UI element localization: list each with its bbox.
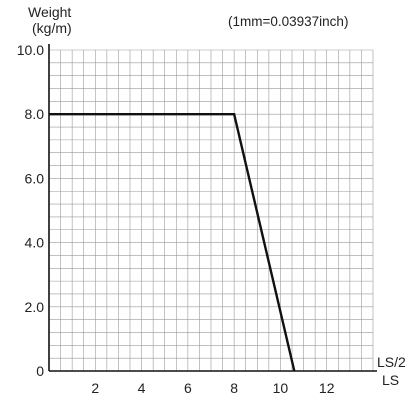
y-tick-label: 2.0 xyxy=(25,299,45,315)
y-tick-label: 0 xyxy=(36,363,44,379)
x-tick-label: 8 xyxy=(230,380,238,396)
series-layer xyxy=(49,112,296,372)
tick-labels: 2 4 6 8 10 12 0 2.0 4.0 6.0 8.0 10.0 xyxy=(17,42,335,396)
axes xyxy=(48,44,377,372)
grid xyxy=(48,49,374,372)
x-tick-label: 10 xyxy=(273,380,289,396)
x-tick-label: 4 xyxy=(138,380,146,396)
x-tick-label: 6 xyxy=(184,380,192,396)
weight-series-line xyxy=(49,112,296,372)
unit-note: (1mm=0.03937inch) xyxy=(228,14,349,29)
x-axis-label-line-2: LS xyxy=(382,372,400,388)
y-axis-label-line-1: Weight xyxy=(28,4,72,20)
y-tick-label: 6.0 xyxy=(25,170,45,186)
y-axis-label-line-2: (kg/m) xyxy=(32,20,72,36)
x-tick-label: 12 xyxy=(319,380,335,396)
x-tick-label: 2 xyxy=(91,380,99,396)
y-tick-label: 4.0 xyxy=(25,235,45,251)
x-axis-label-line-1: LS/2 xyxy=(377,354,406,370)
y-tick-label: 8.0 xyxy=(25,106,45,122)
y-tick-label: 10.0 xyxy=(17,42,44,58)
